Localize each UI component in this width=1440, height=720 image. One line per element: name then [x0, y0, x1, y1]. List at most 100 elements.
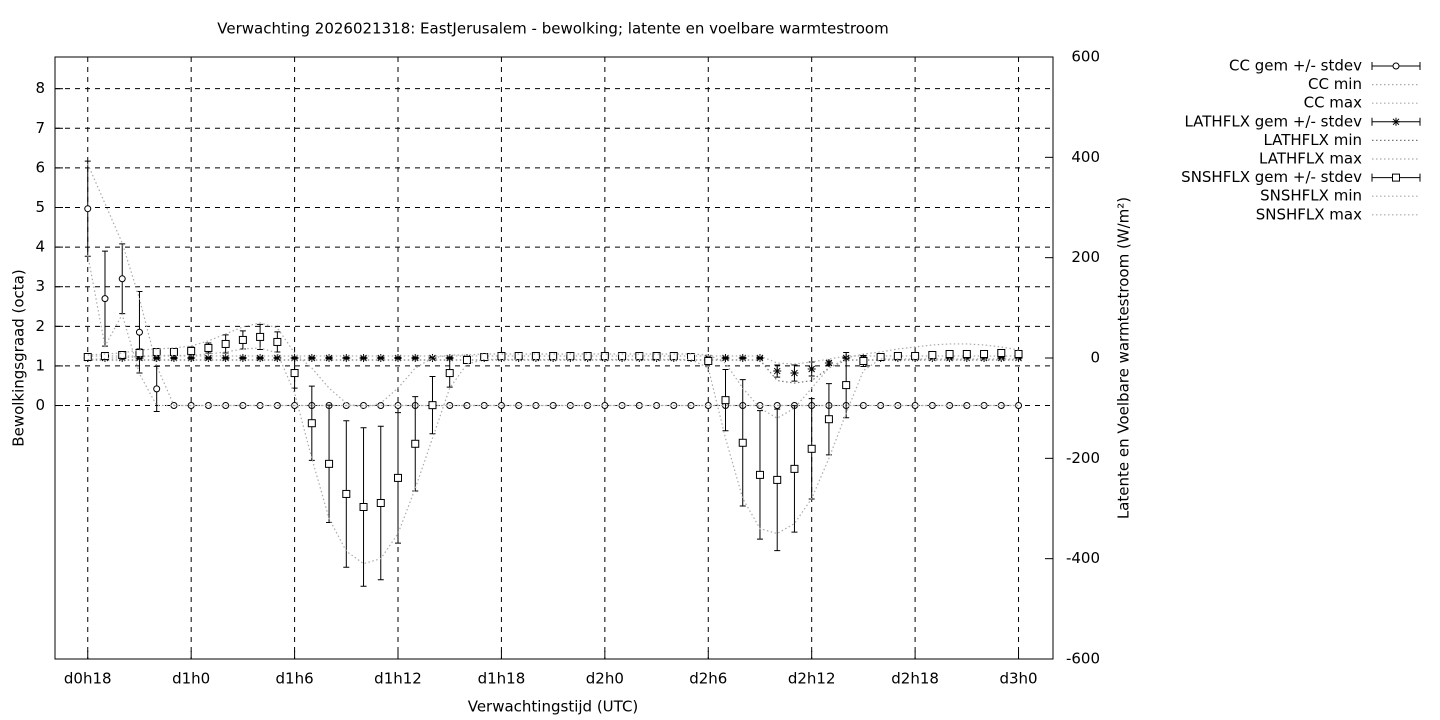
y-tick-label: 1: [35, 356, 45, 374]
marker: [824, 359, 833, 368]
marker: [1014, 354, 1023, 362]
legend-label: SNSHFLX gem +/- stdev: [1181, 168, 1362, 186]
marker: [669, 351, 678, 360]
marker: [738, 354, 747, 362]
marker: [359, 354, 368, 362]
marker: [118, 275, 126, 283]
marker: [997, 354, 1006, 362]
marker: [83, 352, 92, 361]
marker: [842, 381, 851, 390]
marker: [169, 347, 178, 356]
range-line: [87, 254, 1019, 407]
marker: [290, 369, 299, 378]
x-tick-label: d3h0: [999, 670, 1037, 688]
marker: [962, 354, 971, 362]
marker: [342, 489, 351, 498]
x-tick-label: d1h0: [172, 670, 210, 688]
marker: [101, 295, 109, 303]
y2-tick-label: 600: [1071, 48, 1100, 66]
marker: [394, 473, 403, 482]
y-tick-label: 2: [35, 317, 45, 335]
legend-label: CC gem +/- stdev: [1229, 57, 1362, 75]
marker: [307, 419, 316, 428]
marker: [376, 354, 385, 362]
legend-label: SNSHFLX min: [1260, 187, 1362, 205]
marker: [84, 205, 92, 213]
marker: [549, 351, 558, 360]
marker: [876, 352, 885, 361]
legend-marker: [1392, 62, 1400, 70]
x-tick-label: d1h12: [374, 670, 422, 688]
marker: [704, 357, 713, 366]
marker: [807, 365, 816, 374]
marker: [153, 385, 161, 393]
marker: [462, 356, 471, 365]
marker: [445, 369, 454, 378]
marker: [359, 502, 368, 511]
marker: [514, 351, 523, 360]
marker: [738, 438, 747, 447]
marker: [566, 351, 575, 360]
y-tick-label: 7: [35, 119, 45, 137]
marker: [273, 337, 282, 346]
marker: [618, 351, 627, 360]
marker: [411, 354, 420, 362]
marker: [859, 357, 868, 366]
marker: [773, 475, 782, 484]
marker: [238, 354, 247, 362]
marker: [325, 459, 334, 468]
legend-label: LATHFLX min: [1263, 131, 1362, 149]
marker: [256, 354, 265, 362]
marker: [980, 349, 989, 358]
marker: [755, 354, 764, 362]
range-line: [87, 359, 1019, 384]
marker: [445, 354, 454, 362]
y-tick-label: 6: [35, 158, 45, 176]
marker: [928, 350, 937, 359]
marker: [480, 352, 489, 361]
marker: [307, 354, 316, 362]
marker: [773, 367, 782, 376]
marker: [945, 349, 954, 358]
marker: [204, 354, 213, 362]
y2-tick-label: -200: [1066, 449, 1100, 467]
marker: [997, 348, 1006, 357]
marker: [411, 439, 420, 448]
marker: [721, 396, 730, 405]
marker: [980, 354, 989, 362]
marker: [755, 470, 764, 479]
marker: [394, 354, 403, 362]
y2-tick-label: 0: [1090, 349, 1100, 367]
marker: [221, 339, 230, 348]
marker: [325, 354, 334, 362]
plot-frame: [54, 56, 1054, 660]
range-line: [87, 322, 1019, 419]
x-tick-label: d1h18: [478, 670, 526, 688]
marker: [790, 369, 799, 378]
marker: [342, 354, 351, 362]
y2-tick-label: -400: [1066, 549, 1100, 567]
y-tick-label: 5: [35, 198, 45, 216]
range-line: [87, 163, 1019, 407]
x-axis-label: Verwachtingstijd (UTC): [468, 698, 639, 716]
marker: [962, 349, 971, 358]
x-tick-label: d1h6: [276, 670, 314, 688]
legend-marker: [1392, 173, 1400, 182]
marker: [945, 354, 954, 362]
x-tick-label: d2h18: [891, 670, 939, 688]
y-tick-label: 3: [35, 277, 45, 295]
x-tick-label: d2h0: [586, 670, 624, 688]
marker: [807, 444, 816, 453]
marker: [118, 350, 127, 359]
marker: [273, 354, 282, 362]
marker: [790, 464, 799, 473]
legend-label: LATHFLX max: [1259, 150, 1362, 168]
marker: [100, 351, 109, 360]
marker: [911, 351, 920, 360]
legend-label: CC min: [1308, 75, 1362, 93]
marker: [187, 346, 196, 355]
marker: [187, 354, 196, 362]
legend-label: CC max: [1304, 94, 1363, 112]
y-tick-label: 4: [35, 238, 45, 256]
